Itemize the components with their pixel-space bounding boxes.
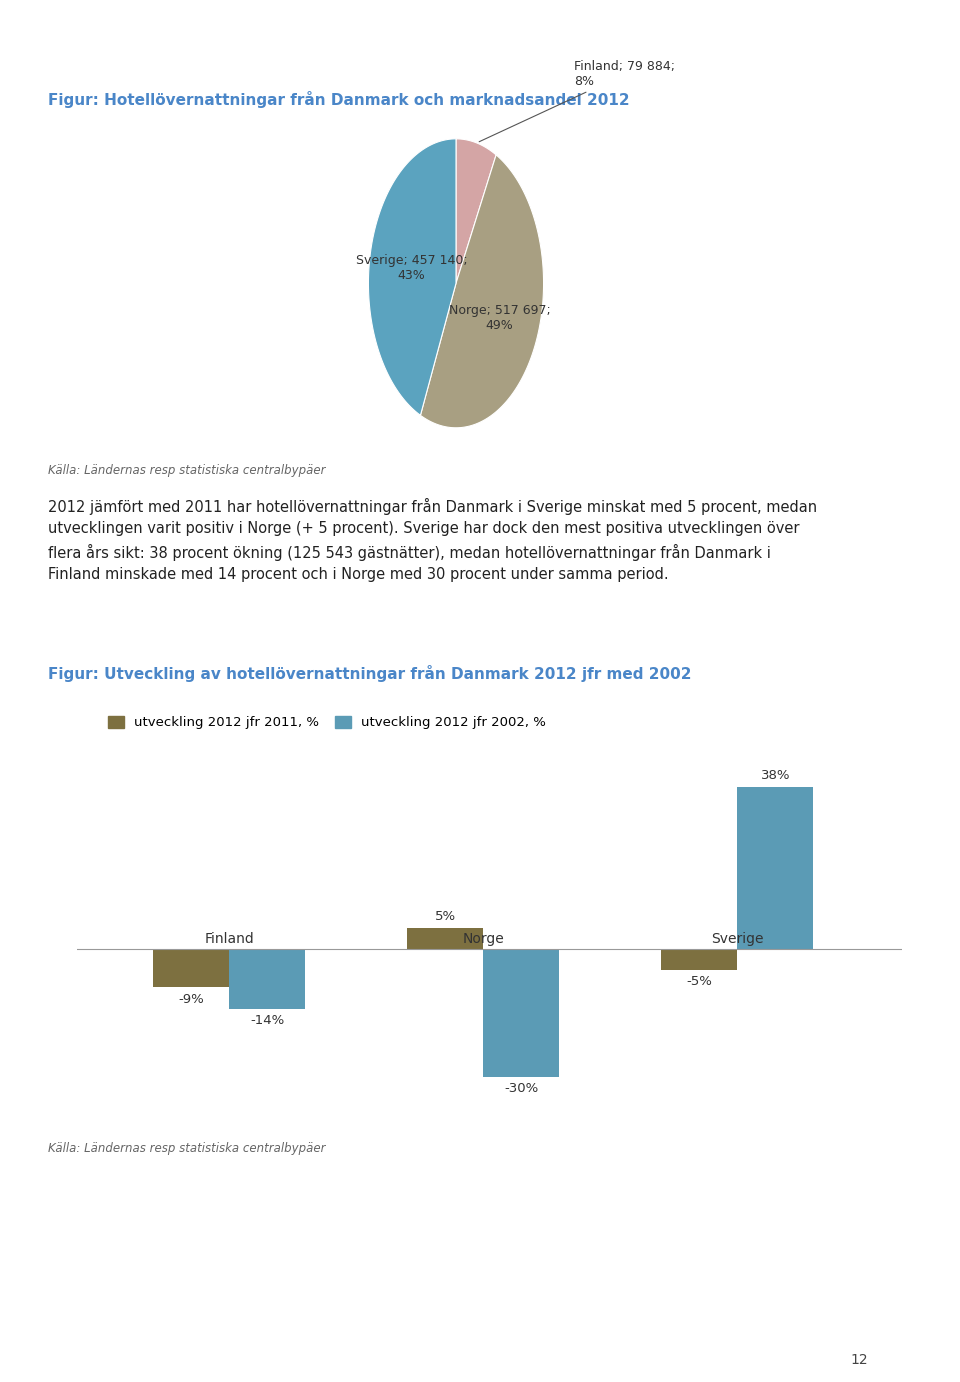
Polygon shape: [420, 155, 543, 428]
Legend: utveckling 2012 jfr 2011, %, utveckling 2012 jfr 2002, %: utveckling 2012 jfr 2011, %, utveckling …: [103, 710, 552, 735]
Text: 12: 12: [851, 1353, 868, 1367]
Bar: [483, 949, 560, 1077]
Text: Sverige: Sverige: [711, 931, 763, 945]
Bar: [661, 949, 737, 970]
Text: Sverige; 457 140;
43%: Sverige; 457 140; 43%: [355, 254, 468, 282]
Bar: [229, 949, 305, 1009]
Polygon shape: [456, 138, 496, 283]
Text: -30%: -30%: [504, 1082, 539, 1095]
Text: VisitSweden - Marknadsprofil 2013, Danmark: VisitSweden - Marknadsprofil 2013, Danma…: [398, 21, 792, 39]
Polygon shape: [369, 138, 456, 416]
Text: Källa: Ländernas resp statistiska centralbyрäer: Källa: Ländernas resp statistiska centra…: [48, 464, 325, 477]
Text: 38%: 38%: [760, 770, 790, 782]
Text: Finland; 79 884;
8%: Finland; 79 884; 8%: [479, 61, 675, 142]
Text: Norge: Norge: [463, 931, 504, 945]
Text: Figur: Hotellövernattningar från Danmark och marknadsandel 2012: Figur: Hotellövernattningar från Danmark…: [48, 91, 630, 108]
Text: -5%: -5%: [686, 976, 712, 988]
Text: Källa: Ländernas resp statistiska centralbyрäer: Källa: Ländernas resp statistiska centra…: [48, 1142, 325, 1155]
Text: Finland: Finland: [204, 931, 254, 945]
Text: 2012 jämfört med 2011 har hotellövernattningar från Danmark i Sverige minskat me: 2012 jämfört med 2011 har hotellövernatt…: [48, 498, 817, 582]
Bar: [737, 788, 813, 949]
Text: 5%: 5%: [435, 909, 456, 923]
Bar: [153, 949, 229, 987]
Bar: [407, 927, 483, 949]
Text: -9%: -9%: [179, 992, 204, 1006]
Text: Figur: Utveckling av hotellövernattningar från Danmark 2012 jfr med 2002: Figur: Utveckling av hotellövernattninga…: [48, 665, 691, 681]
Text: -14%: -14%: [251, 1014, 284, 1027]
Text: Norge; 517 697;
49%: Norge; 517 697; 49%: [448, 304, 550, 332]
